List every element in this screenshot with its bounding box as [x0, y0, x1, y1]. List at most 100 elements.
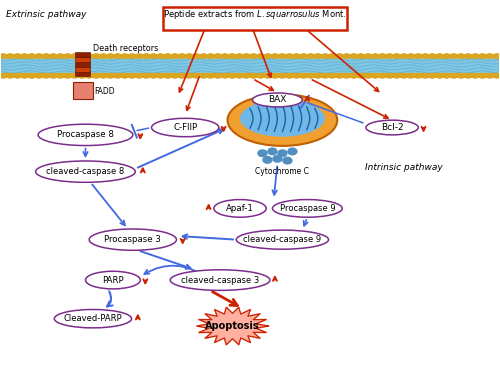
- Text: Death receptors: Death receptors: [93, 44, 158, 53]
- Circle shape: [329, 73, 336, 78]
- Circle shape: [408, 73, 414, 78]
- Circle shape: [258, 54, 264, 59]
- FancyBboxPatch shape: [76, 52, 90, 57]
- Circle shape: [422, 73, 428, 78]
- Circle shape: [279, 54, 285, 59]
- Text: cleaved-caspase 3: cleaved-caspase 3: [181, 276, 259, 284]
- Circle shape: [336, 54, 342, 59]
- Circle shape: [379, 54, 386, 59]
- Circle shape: [465, 73, 471, 78]
- Circle shape: [72, 54, 78, 59]
- Circle shape: [50, 54, 56, 59]
- Ellipse shape: [214, 200, 266, 217]
- Circle shape: [480, 54, 486, 59]
- Text: Apoptosis: Apoptosis: [205, 321, 260, 331]
- Circle shape: [365, 73, 372, 78]
- Circle shape: [100, 54, 106, 59]
- Circle shape: [400, 73, 407, 78]
- Circle shape: [136, 54, 142, 59]
- Circle shape: [415, 54, 422, 59]
- Circle shape: [236, 73, 242, 78]
- Circle shape: [273, 155, 282, 162]
- Circle shape: [93, 73, 100, 78]
- Circle shape: [229, 73, 235, 78]
- Circle shape: [450, 54, 457, 59]
- Circle shape: [122, 54, 128, 59]
- Circle shape: [350, 73, 357, 78]
- Text: Extrinsic pathway: Extrinsic pathway: [6, 10, 86, 19]
- Circle shape: [444, 54, 450, 59]
- Circle shape: [64, 54, 71, 59]
- Circle shape: [258, 150, 267, 156]
- Circle shape: [264, 73, 271, 78]
- Text: Procaspase 8: Procaspase 8: [57, 130, 114, 139]
- Circle shape: [193, 73, 200, 78]
- Circle shape: [494, 73, 500, 78]
- Circle shape: [243, 73, 250, 78]
- Circle shape: [344, 73, 350, 78]
- Circle shape: [472, 73, 478, 78]
- Circle shape: [36, 73, 42, 78]
- Circle shape: [200, 73, 206, 78]
- Circle shape: [268, 148, 277, 155]
- Circle shape: [283, 157, 292, 164]
- Circle shape: [28, 54, 35, 59]
- Ellipse shape: [89, 229, 176, 250]
- Circle shape: [422, 54, 428, 59]
- Circle shape: [444, 73, 450, 78]
- FancyBboxPatch shape: [76, 57, 90, 62]
- Circle shape: [150, 73, 156, 78]
- Circle shape: [164, 73, 171, 78]
- Circle shape: [0, 54, 6, 59]
- Circle shape: [172, 73, 178, 78]
- FancyBboxPatch shape: [163, 7, 346, 30]
- Ellipse shape: [252, 93, 302, 107]
- Bar: [0, 58, 500, 73]
- Circle shape: [93, 54, 100, 59]
- Text: Bcl-2: Bcl-2: [381, 123, 404, 132]
- Circle shape: [286, 54, 292, 59]
- Circle shape: [415, 73, 422, 78]
- Circle shape: [128, 73, 135, 78]
- Circle shape: [22, 54, 28, 59]
- Circle shape: [243, 54, 250, 59]
- Circle shape: [222, 54, 228, 59]
- Circle shape: [486, 54, 493, 59]
- Circle shape: [372, 54, 378, 59]
- Circle shape: [78, 54, 85, 59]
- Circle shape: [429, 54, 436, 59]
- Circle shape: [394, 54, 400, 59]
- Circle shape: [386, 54, 392, 59]
- Circle shape: [122, 73, 128, 78]
- Circle shape: [486, 73, 493, 78]
- Text: Procaspase 3: Procaspase 3: [104, 235, 162, 244]
- Circle shape: [336, 73, 342, 78]
- Text: Cytochrome C: Cytochrome C: [256, 167, 310, 176]
- Ellipse shape: [170, 270, 270, 290]
- Circle shape: [186, 54, 192, 59]
- Circle shape: [288, 148, 297, 155]
- Circle shape: [143, 73, 150, 78]
- Ellipse shape: [272, 200, 342, 217]
- Circle shape: [86, 54, 92, 59]
- Circle shape: [400, 54, 407, 59]
- Circle shape: [179, 54, 186, 59]
- Circle shape: [143, 54, 150, 59]
- Circle shape: [436, 54, 443, 59]
- Circle shape: [329, 54, 336, 59]
- Circle shape: [236, 54, 242, 59]
- FancyBboxPatch shape: [76, 71, 90, 76]
- Ellipse shape: [36, 161, 136, 182]
- Circle shape: [0, 73, 6, 78]
- Circle shape: [300, 54, 307, 59]
- Circle shape: [164, 54, 171, 59]
- Text: FADD: FADD: [94, 87, 114, 96]
- Circle shape: [128, 54, 135, 59]
- Circle shape: [314, 54, 321, 59]
- Circle shape: [365, 54, 372, 59]
- Circle shape: [229, 54, 235, 59]
- Ellipse shape: [240, 100, 325, 137]
- Circle shape: [114, 54, 121, 59]
- Circle shape: [7, 73, 14, 78]
- Text: Intrinsic pathway: Intrinsic pathway: [364, 163, 442, 172]
